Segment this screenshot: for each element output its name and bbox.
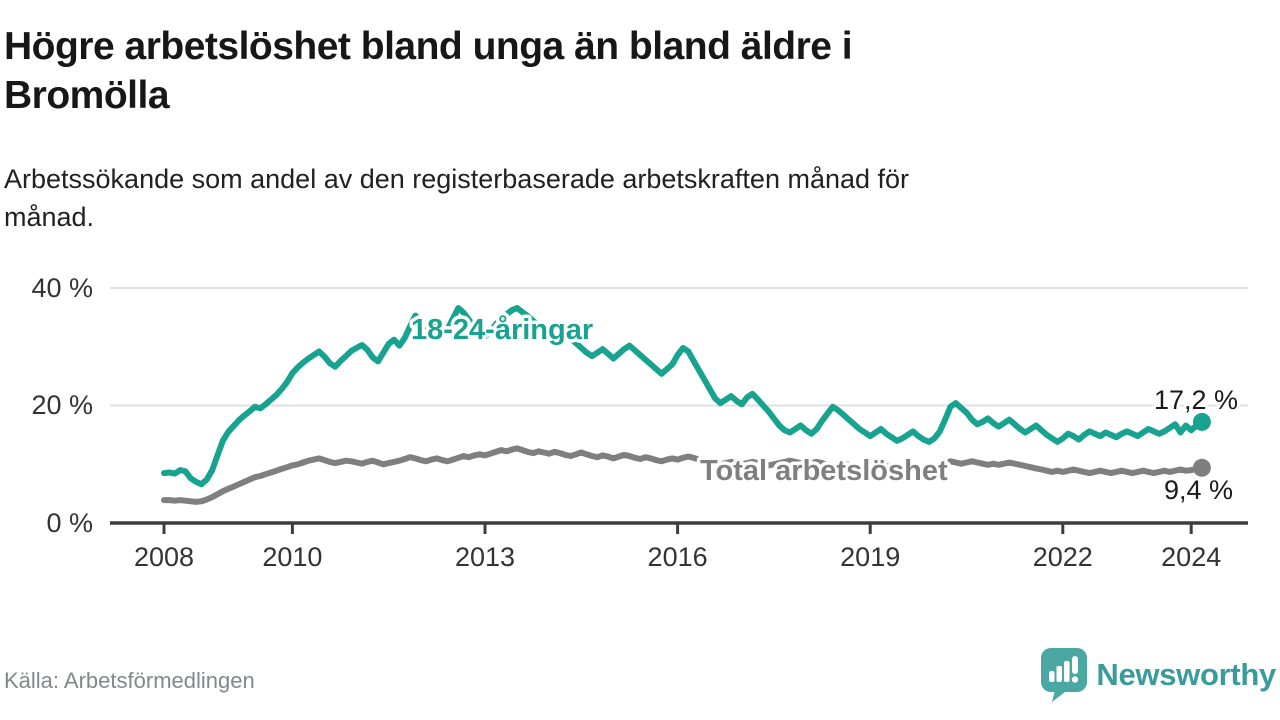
- y-tick-label-0: 0 %: [46, 508, 93, 538]
- x-tick-label: 2024: [1161, 542, 1221, 572]
- page-title: Högre arbetslöshet bland unga än bland ä…: [4, 22, 853, 120]
- logo-bar-2: [1056, 666, 1063, 682]
- x-tick-label: 2022: [1033, 542, 1093, 572]
- x-tick-label: 2013: [455, 542, 515, 572]
- x-tick-label: 2008: [134, 542, 194, 572]
- title-line-1: Högre arbetslöshet bland unga än bland ä…: [4, 25, 853, 68]
- newsworthy-logo-icon: [1041, 648, 1088, 702]
- end-dot-youth: [1192, 412, 1211, 431]
- chart-subtitle: Arbetssökande som andel av den registerb…: [4, 160, 909, 236]
- logo-exclamation-dot: [1072, 676, 1079, 683]
- newsworthy-logo-text: Newsworthy: [1096, 657, 1276, 692]
- logo-exclamation-bar: [1072, 656, 1079, 674]
- newsworthy-logo[interactable]: Newsworthy: [1041, 648, 1276, 702]
- end-dot-total: [1192, 458, 1211, 477]
- series-label-total: Total arbetslöshet: [700, 455, 948, 487]
- logo-bar-3: [1064, 661, 1070, 682]
- source-note: Källa: Arbetsförmedlingen: [4, 668, 255, 693]
- title-line-2: Bromölla: [4, 74, 170, 117]
- y-tick-label-40: 40 %: [31, 273, 93, 303]
- end-value-label-youth: 17,2 %: [1154, 385, 1238, 415]
- x-tick-label: 2019: [840, 542, 900, 572]
- subtitle-line-1: Arbetssökande som andel av den registerb…: [4, 164, 910, 194]
- x-tick-label: 2010: [262, 542, 322, 572]
- subtitle-line-2: månad.: [4, 202, 95, 232]
- series-line-total: [161, 445, 1205, 505]
- end-value-label-total: 9,4 %: [1164, 475, 1233, 505]
- y-tick-label-20: 20 %: [31, 390, 93, 420]
- series-label-youth: 18-24-åringar: [411, 314, 593, 346]
- series-line-youth: [161, 305, 1205, 488]
- x-tick-label: 2016: [648, 542, 708, 572]
- x-axis-ticks: 2008 2010 2013 2016 2019 2022 2024: [134, 523, 1221, 572]
- logo-bar-1: [1049, 671, 1055, 682]
